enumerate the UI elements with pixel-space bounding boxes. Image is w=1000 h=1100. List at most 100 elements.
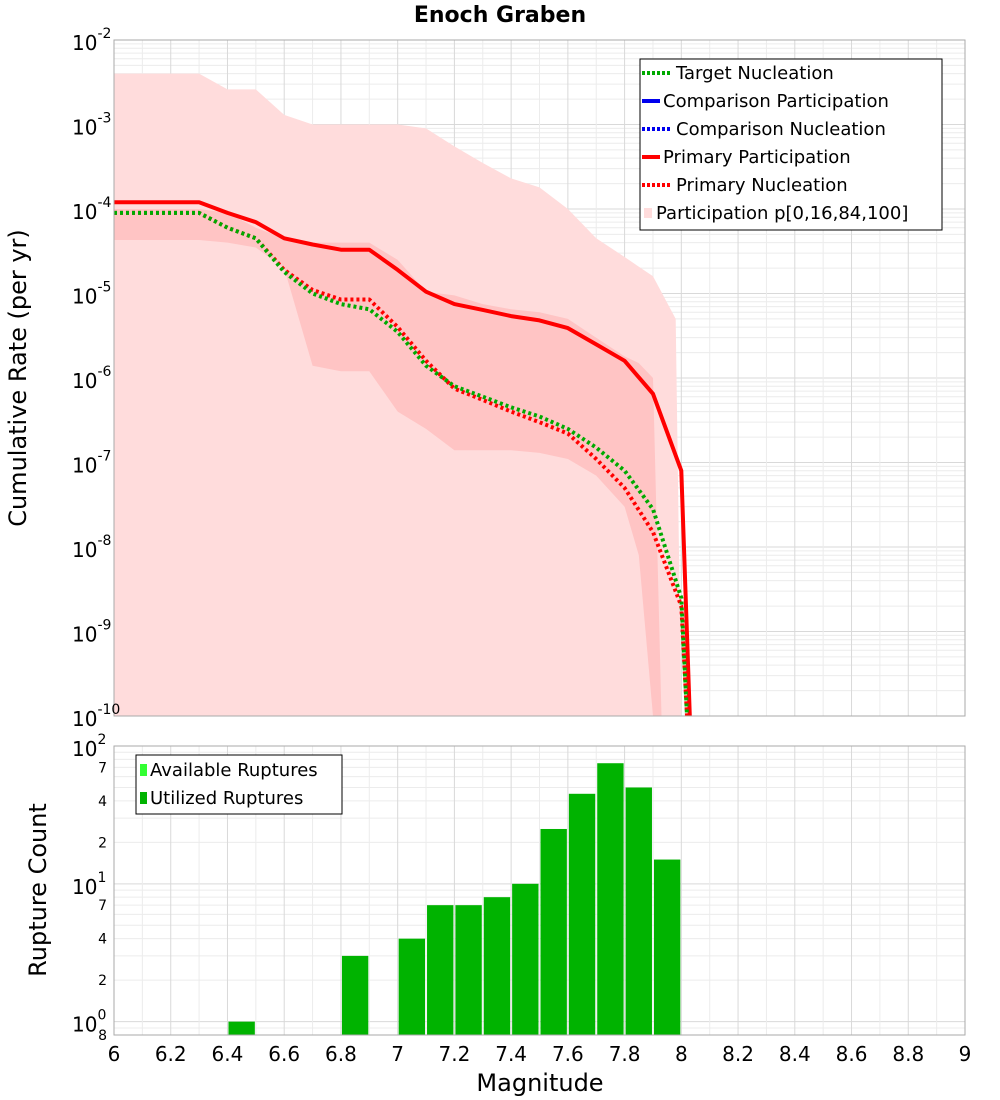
tick-base: 10 <box>72 369 97 393</box>
participation-bands <box>114 73 682 717</box>
rupture-y-tick-label: 101 <box>72 870 106 899</box>
magnitude-x-tick-label: 8.6 <box>836 1042 868 1066</box>
rate-y-tick-label: 10-6 <box>72 364 112 393</box>
legend-entry-label: Comparison Participation <box>663 91 889 112</box>
magnitude-x-tick-label: 6.8 <box>325 1042 357 1066</box>
legend-entry-label: Comparison Nucleation <box>676 119 886 140</box>
magnitude-x-tick-label: 6.6 <box>268 1042 300 1066</box>
magnitude-x-tick-label: 8.2 <box>722 1042 754 1066</box>
rate-y-ticks: 10-210-310-410-510-610-710-810-910-10 <box>72 26 120 731</box>
rupture-bar <box>512 883 539 1035</box>
legend-entry-label: Participation p[0,16,84,100] <box>656 203 908 224</box>
rupture-bar <box>653 859 681 1035</box>
rupture-legend: Available Ruptures Utilized Ruptures <box>135 754 343 815</box>
magnitude-x-tick-label: 7 <box>391 1042 404 1066</box>
tick-exponent: 2 <box>97 732 106 748</box>
tick-base: 10 <box>72 285 97 309</box>
rupture-y-minor-tick-label: 8 <box>98 1028 107 1044</box>
magnitude-x-tick-label: 7.8 <box>609 1042 641 1066</box>
rate-y-axis-label: Cumulative Rate (per yr) <box>4 229 32 527</box>
rate-y-tick-label: 10-4 <box>72 195 112 224</box>
tick-base: 10 <box>72 538 97 562</box>
rate-y-tick-label: 10-8 <box>72 533 111 562</box>
tick-base: 10 <box>72 737 97 761</box>
rupture-bar <box>427 905 454 1035</box>
rupture-bar <box>228 1021 255 1035</box>
rupture-plot-frame <box>113 745 966 1036</box>
rupture-legend-box <box>135 754 343 815</box>
tick-base: 10 <box>72 116 97 140</box>
rate-y-tick-label: 10-3 <box>72 111 111 140</box>
rupture-legend-label: Utilized Ruptures <box>150 788 303 809</box>
rupture-bars <box>228 763 681 1035</box>
tick-exponent: -9 <box>97 618 111 634</box>
rate-y-tick-label: 10-5 <box>72 280 111 309</box>
magnitude-x-tick-label: 8.4 <box>779 1042 811 1066</box>
magnitude-x-ticks: 6 6.2 6.4 6.6 6.8 7 7.2 7.4 7.6 7.8 8 8.2 8.4 8.6 8.8 9 <box>108 1042 972 1066</box>
rupture-y-minor-tick-label: 7 <box>98 898 107 914</box>
rate-y-tick-label: 10-7 <box>72 449 111 478</box>
rupture-legend-swatch <box>140 764 147 776</box>
rupture-legend-swatch <box>140 792 147 804</box>
magnitude-x-tick-label: 8 <box>675 1042 688 1066</box>
rupture-y-axis-label: Rupture Count <box>24 803 52 977</box>
tick-exponent: -2 <box>97 26 111 42</box>
tick-exponent: -8 <box>97 533 111 549</box>
tick-exponent: -7 <box>97 449 111 465</box>
rupture-y-minor-tick-label: 2 <box>98 835 107 851</box>
participation-band-inner <box>114 209 662 716</box>
rupture-bar <box>398 938 426 1035</box>
magnitude-x-tick-label: 8.8 <box>892 1042 924 1066</box>
magnitude-x-tick-label: 6 <box>108 1042 121 1066</box>
rate-series-lines <box>114 200 692 717</box>
rupture-bar <box>568 793 596 1035</box>
magnitude-x-tick-label: 6.4 <box>212 1042 244 1066</box>
rate-y-tick-label: 10-9 <box>72 618 111 647</box>
tick-exponent: 0 <box>97 1008 106 1024</box>
tick-base: 10 <box>72 1013 97 1037</box>
series-primary-participation <box>114 200 692 717</box>
legend-entry-label: Primary Participation <box>663 147 851 168</box>
series-primary-nucleation <box>114 210 689 717</box>
legend-swatch-band <box>644 208 652 218</box>
rupture-bar <box>341 955 369 1035</box>
tick-exponent: -3 <box>97 111 111 127</box>
rupture-bar <box>625 787 652 1035</box>
magnitude-x-tick-label: 7.6 <box>552 1042 584 1066</box>
magnitude-x-tick-label: 7.2 <box>438 1042 470 1066</box>
rupture-y-minor-tick-label: 7 <box>98 760 107 776</box>
rate-y-tick-label: 10-10 <box>72 702 120 731</box>
rate-plot-frame <box>113 39 966 717</box>
rupture-y-tick-label: 100 <box>72 1008 106 1037</box>
tick-base: 10 <box>72 623 97 647</box>
rate-legend-box <box>639 58 943 231</box>
tick-exponent: -4 <box>97 195 111 211</box>
rupture-y-minor-tick-label: 4 <box>98 932 107 948</box>
rupture-y-minor-tick-label: 2 <box>98 973 107 989</box>
legend-entry-label: Target Nucleation <box>675 63 834 84</box>
magnitude-x-tick-label: 7.4 <box>495 1042 527 1066</box>
rate-y-tick-label: 10-2 <box>72 26 111 55</box>
tick-exponent: -6 <box>97 364 111 380</box>
tick-exponent: 1 <box>97 870 106 886</box>
tick-base: 10 <box>72 200 97 224</box>
tick-base: 10 <box>72 875 97 899</box>
x-axis-label: Magnitude <box>476 1069 603 1097</box>
rate-plot: 10-210-310-410-510-610-710-810-910-10 Cu… <box>4 26 966 731</box>
magnitude-x-tick-label: 6.2 <box>155 1042 187 1066</box>
tick-base: 10 <box>72 707 97 731</box>
rupture-bar <box>597 763 624 1035</box>
rupture-y-minor-tick-label: 4 <box>98 794 107 810</box>
chart-title: Enoch Graben <box>414 3 586 28</box>
tick-base: 10 <box>72 31 97 55</box>
rupture-bar <box>455 905 482 1035</box>
tick-exponent: -10 <box>97 702 120 718</box>
legend-entry-label: Primary Nucleation <box>676 175 848 196</box>
tick-exponent: -5 <box>97 280 111 296</box>
rupture-bar <box>483 897 511 1035</box>
magnitude-x-tick-label: 9 <box>959 1042 972 1066</box>
rupture-y-tick-label: 102 <box>72 732 106 761</box>
